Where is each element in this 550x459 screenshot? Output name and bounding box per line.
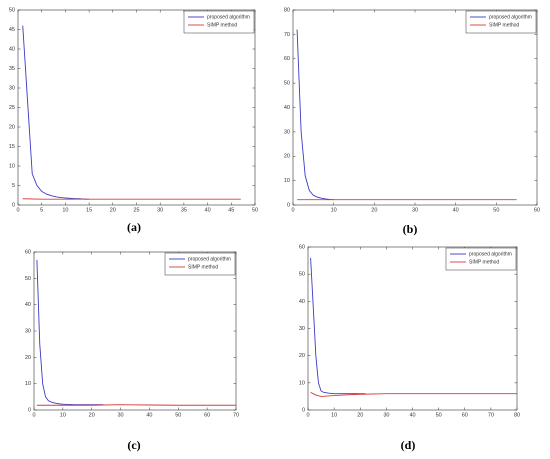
x-tick-label: 60 xyxy=(204,412,210,418)
x-tick-label: 10 xyxy=(62,207,68,213)
x-tick-label: 30 xyxy=(157,207,163,213)
x-tick-label: 0 xyxy=(16,207,19,213)
x-tick-label: 30 xyxy=(118,412,124,418)
x-tick-label: 0 xyxy=(291,207,294,213)
x-tick-label: 70 xyxy=(233,412,239,418)
x-tick-label: 60 xyxy=(534,207,540,213)
x-tick-label: 20 xyxy=(357,412,363,418)
x-tick-label: 10 xyxy=(60,412,66,418)
x-tick-label: 40 xyxy=(205,207,211,213)
y-tick-label: 20 xyxy=(284,154,290,160)
legend-label: SIMP method xyxy=(469,259,499,265)
x-tick-label: 30 xyxy=(383,412,389,418)
plot-frame xyxy=(17,9,256,206)
legend-box xyxy=(164,252,236,276)
x-tick-label: 20 xyxy=(110,207,116,213)
y-tick-label: 80 xyxy=(284,7,290,13)
panel-label: (b) xyxy=(403,222,418,236)
data-line xyxy=(310,257,366,395)
legend-label: SIMP method xyxy=(188,264,218,270)
y-tick-label: 20 xyxy=(9,124,15,130)
x-tick-label: 30 xyxy=(412,207,418,213)
x-tick-label: 45 xyxy=(228,207,234,213)
x-tick-label: 50 xyxy=(252,207,258,213)
legend-label: proposed algorithm xyxy=(489,14,532,20)
panel-label: (d) xyxy=(401,438,416,452)
y-tick-label: 0 xyxy=(302,407,305,413)
x-tick-label: 10 xyxy=(331,412,337,418)
x-tick-label: 40 xyxy=(453,207,459,213)
y-tick-label: 10 xyxy=(9,163,15,169)
x-tick-label: 70 xyxy=(488,412,494,418)
x-tick-label: 60 xyxy=(462,412,468,418)
legend-box xyxy=(465,10,537,34)
panel-label: (a) xyxy=(127,220,141,234)
legend-label: proposed algorithm xyxy=(207,14,250,20)
panel-label: (c) xyxy=(127,438,140,452)
y-tick-label: 35 xyxy=(9,66,15,72)
x-tick-label: 35 xyxy=(181,207,187,213)
plot-frame xyxy=(292,9,538,206)
legend-box xyxy=(183,10,255,34)
y-tick-label: 40 xyxy=(25,302,31,308)
x-tick-label: 20 xyxy=(89,412,95,418)
x-tick-label: 0 xyxy=(32,412,35,418)
legend-label: proposed algorithm xyxy=(188,256,231,262)
y-tick-label: 50 xyxy=(299,272,305,278)
y-tick-label: 20 xyxy=(299,353,305,359)
data-line xyxy=(310,391,517,397)
y-tick-label: 50 xyxy=(9,7,15,13)
y-tick-label: 30 xyxy=(25,328,31,334)
x-tick-label: 40 xyxy=(409,412,415,418)
y-tick-label: 10 xyxy=(299,380,305,386)
x-tick-label: 25 xyxy=(133,207,139,213)
y-tick-label: 40 xyxy=(299,299,305,305)
y-tick-label: 40 xyxy=(284,105,290,111)
x-tick-label: 15 xyxy=(86,207,92,213)
y-tick-label: 30 xyxy=(9,85,15,91)
data-line xyxy=(36,404,236,406)
x-tick-label: 40 xyxy=(146,412,152,418)
y-tick-label: 0 xyxy=(12,202,15,208)
y-tick-label: 45 xyxy=(9,27,15,33)
y-tick-label: 0 xyxy=(28,407,31,413)
y-tick-label: 60 xyxy=(284,56,290,62)
x-tick-label: 50 xyxy=(175,412,181,418)
x-tick-label: 10 xyxy=(331,207,337,213)
y-tick-label: 10 xyxy=(25,381,31,387)
y-tick-label: 15 xyxy=(9,144,15,150)
y-tick-label: 40 xyxy=(9,46,15,52)
y-tick-label: 10 xyxy=(284,178,290,184)
x-tick-label: 20 xyxy=(371,207,377,213)
x-tick-label: 5 xyxy=(40,207,43,213)
x-tick-label: 50 xyxy=(436,412,442,418)
legend-label: proposed algorithm xyxy=(469,251,512,257)
x-tick-label: 0 xyxy=(306,412,309,418)
y-tick-label: 5 xyxy=(12,183,15,189)
y-tick-label: 20 xyxy=(25,355,31,361)
data-line xyxy=(296,29,334,201)
data-line xyxy=(36,259,104,406)
y-tick-label: 50 xyxy=(25,276,31,282)
y-tick-label: 0 xyxy=(287,202,290,208)
y-tick-label: 30 xyxy=(299,326,305,332)
y-tick-label: 70 xyxy=(284,32,290,38)
x-tick-label: 50 xyxy=(493,207,499,213)
y-tick-label: 60 xyxy=(25,249,31,255)
y-tick-label: 30 xyxy=(284,129,290,135)
legend-label: SIMP method xyxy=(489,22,519,28)
y-tick-label: 25 xyxy=(9,105,15,111)
plot-frame xyxy=(33,251,237,411)
plot-frame xyxy=(307,246,518,411)
legend-box xyxy=(445,247,517,271)
y-tick-label: 50 xyxy=(284,81,290,87)
legend-label: SIMP method xyxy=(207,22,237,28)
x-tick-label: 80 xyxy=(514,412,520,418)
y-tick-label: 60 xyxy=(299,244,305,250)
